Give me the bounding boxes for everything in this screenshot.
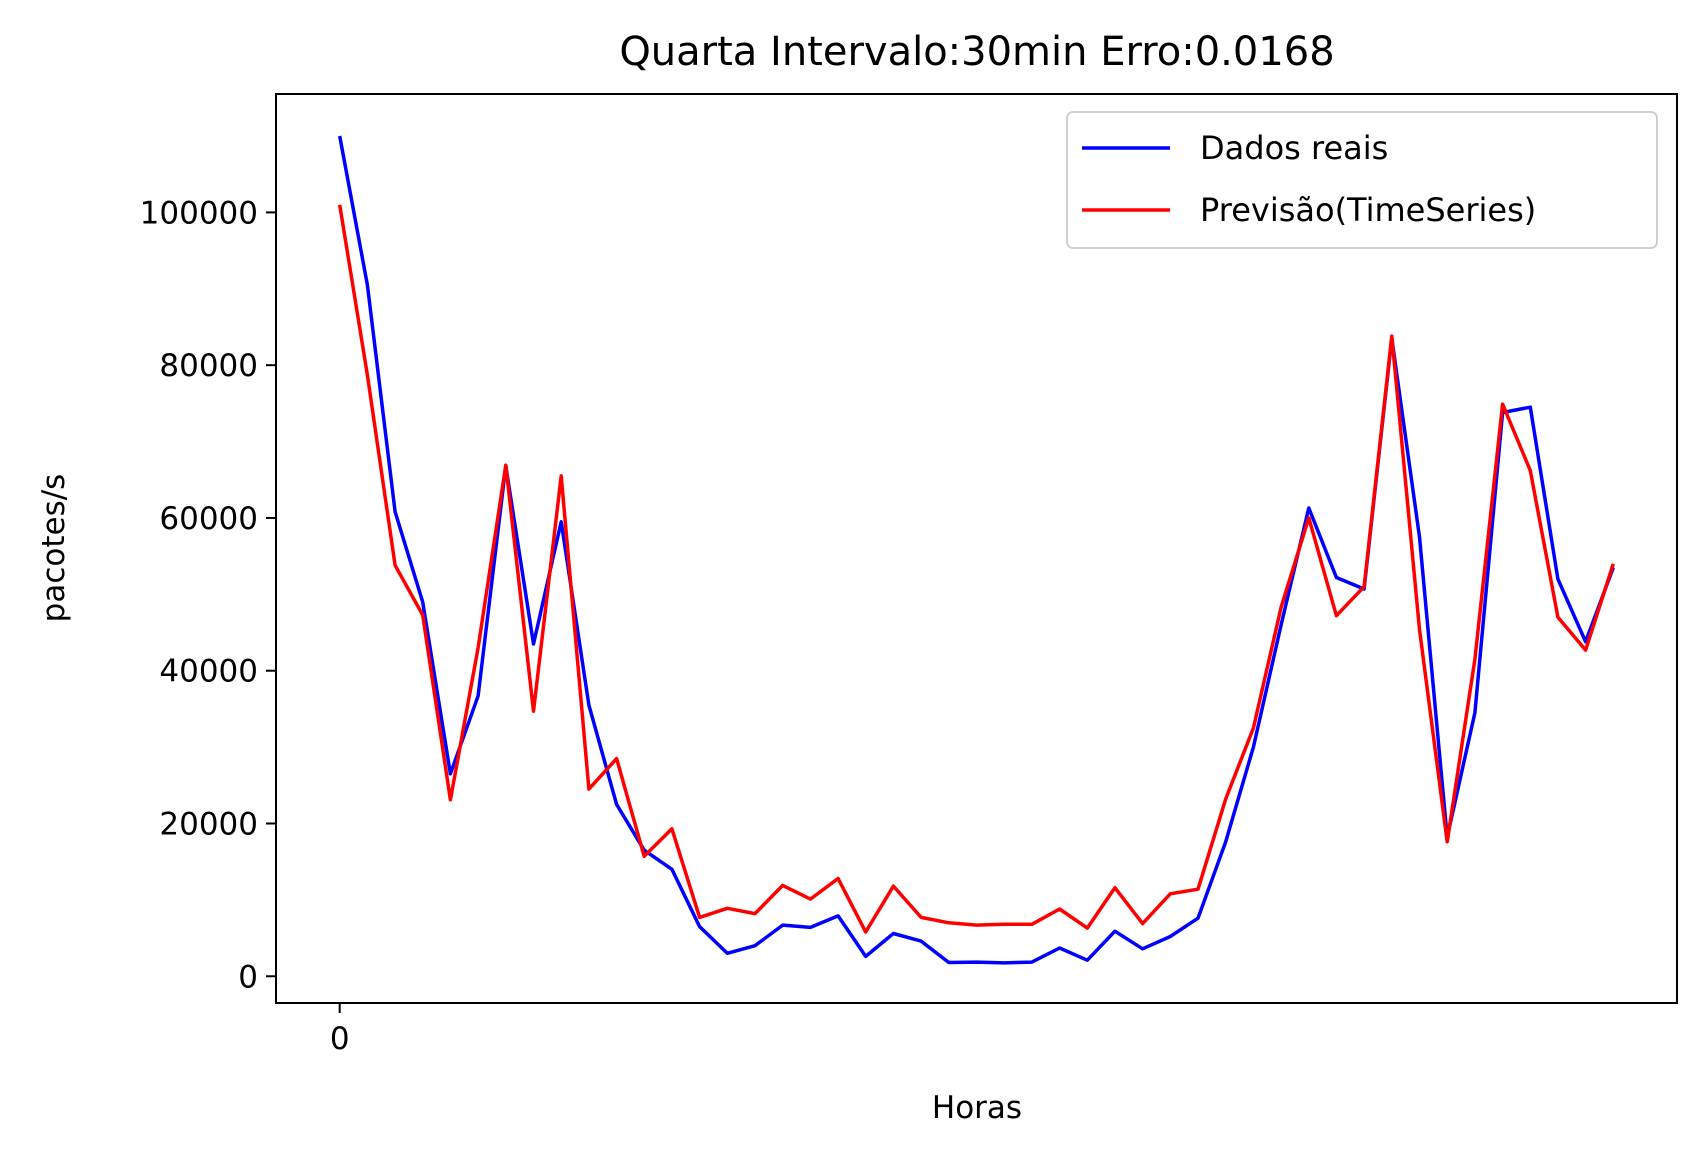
x-tick-label: 0 — [330, 1021, 350, 1057]
y-tick-label: 100000 — [140, 195, 258, 231]
legend: Dados reais Previsão(TimeSeries) — [1066, 111, 1658, 249]
plot-frame — [275, 93, 1678, 1004]
legend-label-dados-reais: Dados reais — [1200, 129, 1388, 167]
y-tick-label: 60000 — [159, 501, 258, 537]
chart-title: Quarta Intervalo:30min Erro:0.0168 — [619, 29, 1334, 75]
y-tick-label: 80000 — [159, 348, 258, 384]
series-line-1 — [337, 204, 1615, 934]
legend-label-previsao: Previsão(TimeSeries) — [1200, 191, 1536, 229]
y-tick-label: 0 — [238, 959, 258, 995]
legend-frame — [1066, 111, 1658, 249]
y-axis: 0 20000 40000 60000 80000 100000 — [140, 195, 276, 995]
y-tick-label: 40000 — [159, 654, 258, 690]
y-axis-title: pacotes/s — [36, 474, 72, 623]
plot-area — [337, 135, 1615, 965]
y-tick-label: 20000 — [159, 806, 258, 842]
series-line-0 — [337, 135, 1615, 965]
x-axis-title: Horas — [932, 1090, 1022, 1126]
x-axis: 0 — [330, 1003, 350, 1057]
